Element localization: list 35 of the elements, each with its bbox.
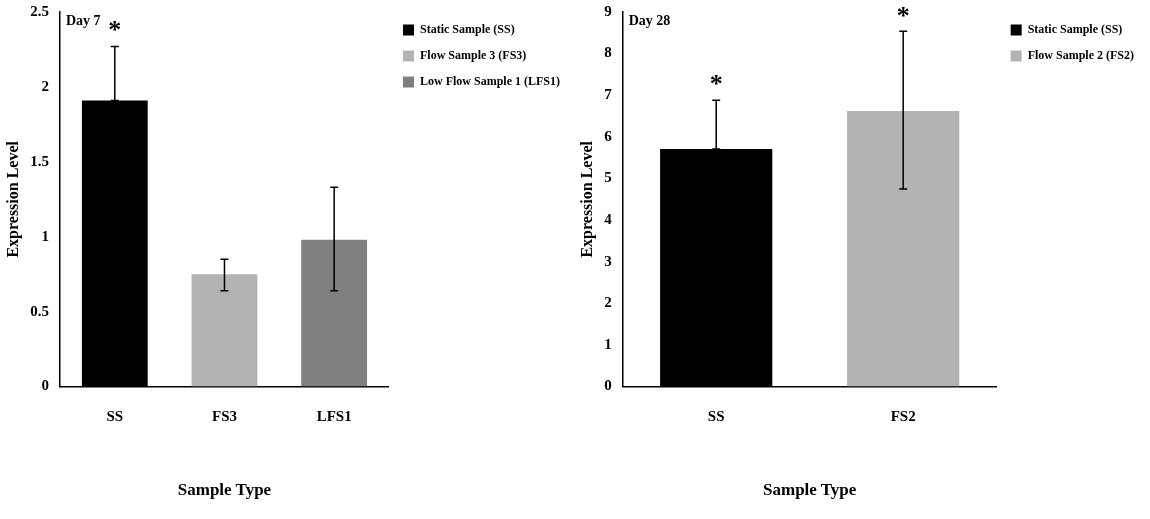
legend-label: Flow Sample 2 (FS2): [1027, 48, 1135, 63]
y-tick-label: 2: [41, 77, 49, 94]
x-axis-title: Sample Type: [763, 480, 857, 500]
annotation: Day 28: [628, 12, 671, 28]
y-tick-label: 9: [604, 2, 612, 19]
y-tick-label: 1: [41, 227, 49, 244]
annotation: *: [896, 0, 910, 30]
x-tick-label: LFS1: [316, 408, 352, 425]
x-tick-label: FS3: [211, 408, 237, 425]
y-tick-label: 7: [604, 86, 613, 103]
legend-label: Flow Sample 3 (FS3): [420, 48, 527, 63]
y-tick-label: 0.5: [30, 302, 49, 319]
legend-label: Low Flow Sample 1 (LFS1): [420, 74, 561, 89]
y-tick-label: 4: [604, 210, 613, 227]
legend-label: Static Sample (SS): [420, 22, 515, 37]
y-tick-label: 1: [604, 335, 612, 352]
x-tick-label: SS: [707, 408, 725, 425]
x-tick-label: FS2: [890, 408, 916, 425]
y-tick-label: 5: [604, 169, 612, 186]
y-tick-label: 1.5: [30, 152, 49, 169]
legend-label: Static Sample (SS): [1027, 22, 1123, 37]
annotation: *: [108, 15, 122, 45]
y-tick-label: 2: [604, 294, 612, 311]
y-tick-label: 3: [604, 252, 612, 269]
y-tick-label: 8: [604, 44, 612, 61]
x-tick-label: SS: [106, 408, 124, 425]
y-tick-label: 6: [604, 127, 613, 144]
y-axis-title: Expression Level: [577, 140, 596, 258]
x-axis-title: Sample Type: [177, 480, 272, 500]
annotation: *: [709, 68, 723, 98]
annotation: Day 7: [65, 12, 101, 28]
y-tick-label: 2.5: [30, 2, 49, 19]
y-axis-title: Expression Level: [3, 140, 22, 258]
y-tick-label: 0: [41, 377, 49, 394]
y-tick-label: 0: [604, 377, 612, 394]
